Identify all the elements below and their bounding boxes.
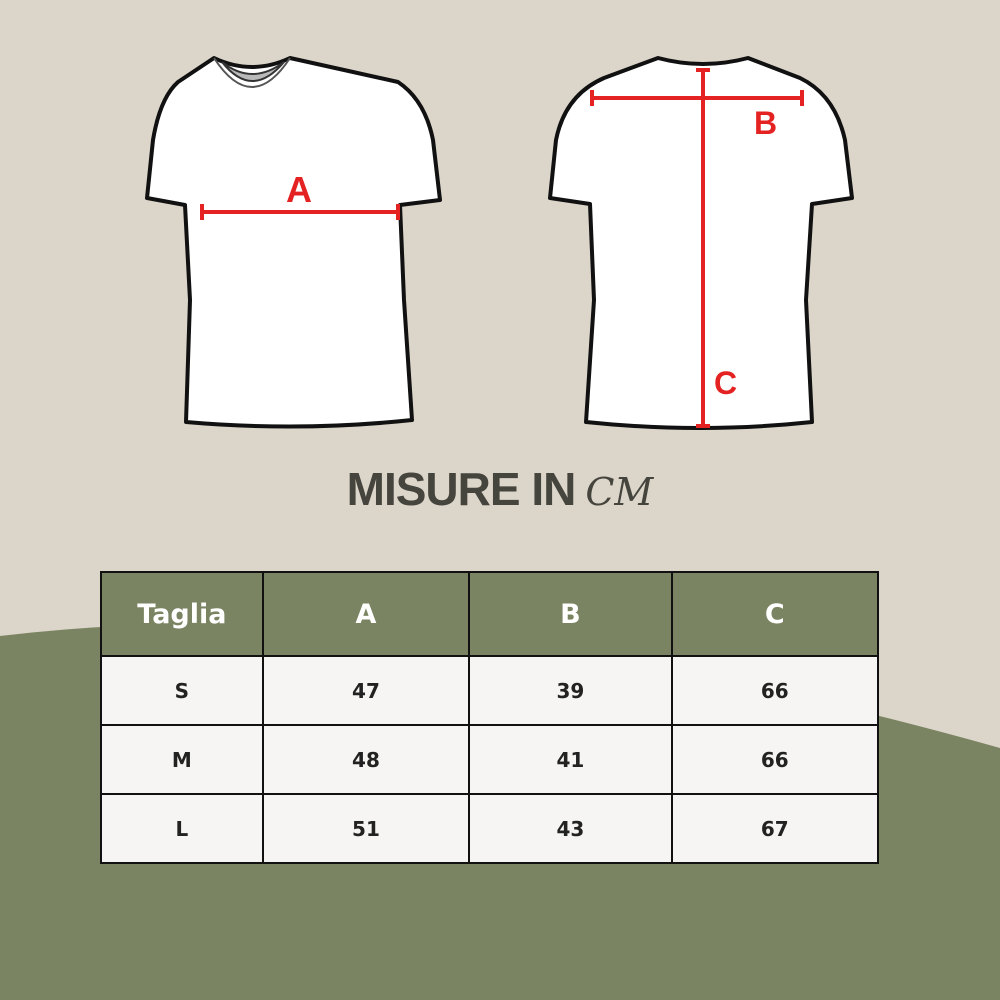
cell-b: 39 [468, 655, 673, 726]
table-row: L 51 43 67 [100, 793, 880, 864]
cell-size: L [100, 793, 264, 864]
label-c: C [714, 365, 737, 401]
table-row: M 48 41 66 [100, 724, 880, 795]
size-table: Taglia A B C S 47 39 66 M 48 41 66 L 51 … [100, 571, 880, 864]
cell-b: 43 [468, 793, 673, 864]
cell-c: 67 [670, 793, 880, 864]
title-main: MISURE IN [346, 463, 577, 515]
header-b: B [468, 571, 673, 657]
label-a: A [286, 169, 312, 210]
tshirt-diagram: A B C [145, 56, 854, 430]
cell-c: 66 [670, 655, 880, 726]
cell-a: 48 [261, 724, 471, 795]
label-b: B [754, 105, 777, 141]
front-tshirt: A [145, 56, 442, 429]
header-a: A [261, 571, 471, 657]
table-row: S 47 39 66 [100, 655, 880, 726]
page-title: MISURE IN CM [0, 462, 1000, 516]
cell-b: 41 [468, 724, 673, 795]
header-size: Taglia [100, 571, 264, 657]
title-unit: CM [585, 470, 654, 514]
table-header-row: Taglia A B C [100, 571, 880, 657]
cell-a: 51 [261, 793, 471, 864]
back-tshirt: B C [548, 56, 854, 430]
cell-c: 66 [670, 724, 880, 795]
cell-size: S [100, 655, 264, 726]
cell-a: 47 [261, 655, 471, 726]
header-c: C [670, 571, 880, 657]
cell-size: M [100, 724, 264, 795]
